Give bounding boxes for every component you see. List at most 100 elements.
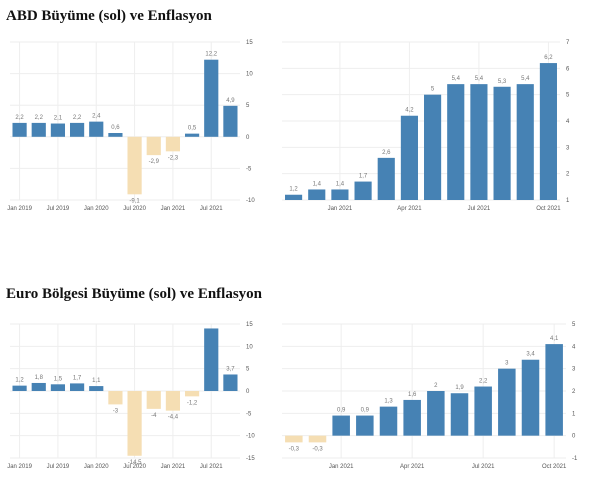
y-tick-label: -10 [246,434,255,440]
data-label: 1,6 [408,392,417,398]
data-label: -14,5 [128,460,142,466]
bar [89,386,104,391]
y-tick-label: -15 [246,456,255,462]
x-tick-label: Jan 2021 [329,464,354,470]
bar [146,391,161,409]
y-tick-label: 10 [246,72,253,78]
y-tick-label: 1 [566,198,570,204]
bar [400,115,418,200]
bar [127,136,142,195]
bar [165,136,181,152]
bar [474,386,492,436]
data-label: 1,4 [336,181,345,187]
x-tick-label: Jan 2020 [84,206,109,212]
data-label: 2,6 [382,150,391,156]
x-tick-label: Jan 2021 [161,464,186,470]
x-tick-label: Jan 2019 [7,464,32,470]
data-label: -2,3 [168,155,179,161]
y-tick-label: -5 [246,166,252,172]
data-label: -3 [113,408,119,414]
data-label: 2,2 [73,115,82,121]
bar [285,194,303,200]
data-label: 1,2 [15,378,24,384]
y-tick-label: 15 [246,322,253,328]
data-label: 1,8 [35,375,44,381]
bar [127,391,142,456]
bar [450,393,469,436]
bar [377,157,395,200]
data-label: 1,3 [384,399,393,405]
data-label: 0,9 [361,408,370,414]
data-label: 12,2 [205,52,217,58]
bar [356,415,374,436]
y-tick-label: -1 [572,456,578,462]
bar [521,359,540,436]
x-tick-label: Jul 2019 [47,206,70,212]
y-tick-label: 0 [572,434,576,440]
data-label: -4,4 [168,415,179,421]
data-label: 0,9 [337,408,346,414]
bar [69,122,85,137]
y-tick-label: 5 [246,103,250,109]
x-tick-label: Jul 2020 [123,464,146,470]
data-label: 2,2 [15,115,24,121]
bar [89,121,104,137]
bar [31,122,46,137]
bar [108,391,123,405]
data-label: 4,9 [226,98,235,104]
bar [470,84,488,200]
data-label: 2 [434,383,438,389]
data-label: 2,1 [54,116,63,122]
x-tick-label: Jul 2020 [123,206,146,212]
bar [379,406,398,436]
x-tick-label: Jan 2020 [84,464,109,470]
euro-inflation-chart: 5 4 3 2 1 0 -1 -0,3 -0,3 0,9 0,9 1,3 1,6 2 1,9 2,2 3 3,4 4… [282,322,578,470]
x-tick-label: Jan 2019 [7,206,32,212]
data-label: 3,7 [226,366,235,372]
data-label: -4 [151,413,157,419]
euro-growth-chart: 15 10 5 0 -5 -10 -15 1,2 1,8 1,5 1,7 1,1 -3 -14,5 -4 -4… [7,322,255,470]
bar [493,86,511,200]
data-label: 1,1 [92,378,101,384]
data-label: 1,9 [455,385,464,391]
bar [223,374,238,391]
data-label: 5,4 [452,76,461,82]
bar [545,344,563,436]
data-label: 5 [431,87,435,93]
y-tick-label: 7 [566,40,570,46]
x-tick-label: Jul 2021 [200,464,223,470]
x-tick-label: Apr 2021 [400,464,425,470]
data-label: 1,7 [359,174,368,180]
data-label: 5,3 [498,79,507,85]
y-tick-label: 2 [566,172,570,178]
data-label: 2,2 [35,115,44,121]
us-growth-chart: 15 10 5 0 -5 -10 2,2 2,2 2,1 2,2 2,4 0,6 -9,1 -2,9 -2,… [7,40,255,212]
data-label: 3 [505,361,509,367]
us-section-title: ABD Büyüme (sol) ve Enflasyon [6,8,212,24]
bar [204,59,219,137]
x-tick-label: Oct 2021 [536,206,561,212]
bar [165,391,181,411]
data-label: 1,7 [73,375,82,381]
bar [332,415,350,436]
y-tick-label: 2 [572,389,576,395]
bar [354,181,372,200]
x-tick-label: Jan 2021 [161,206,186,212]
y-tick-label: 5 [572,322,576,328]
data-label: 0,5 [188,126,197,132]
bar [204,328,219,391]
y-tick-label: 4 [566,119,570,125]
data-label: -0,3 [289,446,300,452]
y-tick-label: 6 [566,66,570,72]
data-label: 5,4 [475,76,484,82]
bar [12,122,27,137]
bar [308,435,327,443]
bar [69,383,85,391]
bar [50,384,66,391]
data-label: -1,2 [187,400,198,406]
y-tick-label: 0 [246,135,250,141]
y-tick-label: 4 [572,344,576,350]
data-label: 1,2 [289,187,298,193]
x-tick-label: Jul 2021 [200,206,223,212]
bar [12,385,27,391]
